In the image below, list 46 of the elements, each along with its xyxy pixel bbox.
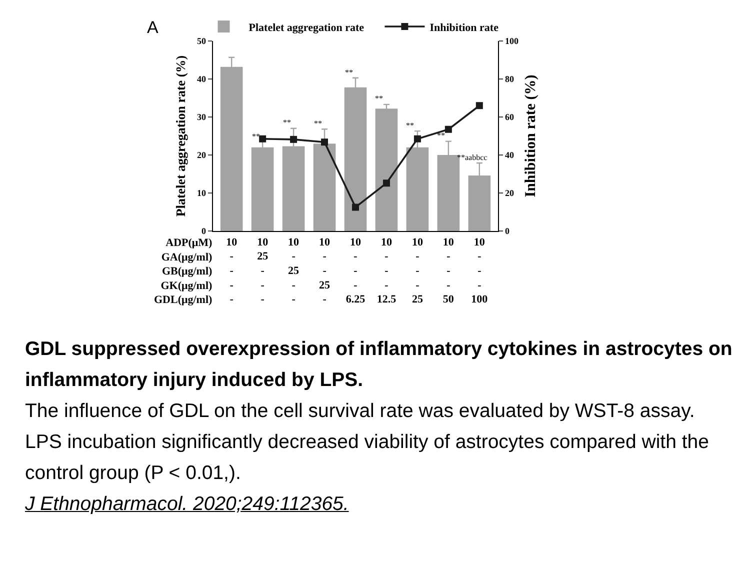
y2-axis-title: Inhibition rate (%) [522,74,539,198]
annotation: ** [283,118,291,127]
annotation: ** [437,131,445,140]
text: GDL suppressed overexpression of inflammatory cytokines in astrocytes on inflammatory injury induced by LPS. [25,337,734,393]
x-tick-label: 10 - - - 25 [412,236,424,306]
text: A [147,18,159,37]
y-tick-label: 50 [197,36,206,46]
point [321,138,328,146]
point [352,204,359,211]
x-tick-label: 10 - - - - [226,236,238,306]
point [259,135,266,142]
y-tick-label: 0 [202,226,206,236]
text: J Ethnopharmacol. 2020;249:112365. [25,492,350,517]
x-tick-label: 10 - - - 50 [442,236,454,306]
x-tick-label: 10 - 25 - - [288,236,300,306]
point [382,180,390,187]
y2-tick-label: 20 [505,188,514,198]
y-tick-label: 20 [197,150,206,160]
x-tick-label: 10 - - - 100 [471,236,488,306]
x-tick-label: 10 - - - 12.5 [376,236,397,306]
x-tick-label: 10 25 - - - [257,236,269,306]
y-tick-label: 30 [197,112,206,122]
y2-tick-label: 80 [505,74,514,84]
point [290,136,298,143]
annotation: ** [375,94,383,103]
text: ADP(μM) GA(μg/ml) GB(μg/ml) GK(μg/ml) GDL(μg/ml) [154,237,213,306]
annotation: ** [252,132,260,141]
y-tick-label: 40 [197,74,206,84]
y-tick-label: 10 [197,188,206,198]
y2-tick-label: 60 [505,112,514,122]
point [444,126,452,133]
legend-label: Inhibition rate [430,22,499,34]
annotation: ** [345,68,353,77]
y-axis-title: Platelet aggregation rate (%) [173,55,188,217]
point [476,102,483,110]
annotation: **aabbcc [457,153,488,162]
y2-tick-label: 40 [505,150,514,160]
annotation: ** [406,121,414,130]
y2-tick-label: 100 [505,36,519,46]
x-tick-label: 10 - - 25 - [319,236,331,306]
x-tick-label: 10 - - - 6.25 [346,236,366,306]
point [414,135,421,142]
annotation: ** [314,119,322,128]
y2-tick-label: 0 [505,226,510,236]
text: The influence of GDL on the cell survival rate was evaluated by WST-8 assay. LPS incubation significantly decreased viability of astrocytes compared with the control group (P < 0.01,). [25,399,710,486]
legend-label: Platelet aggregation rate [248,22,364,34]
